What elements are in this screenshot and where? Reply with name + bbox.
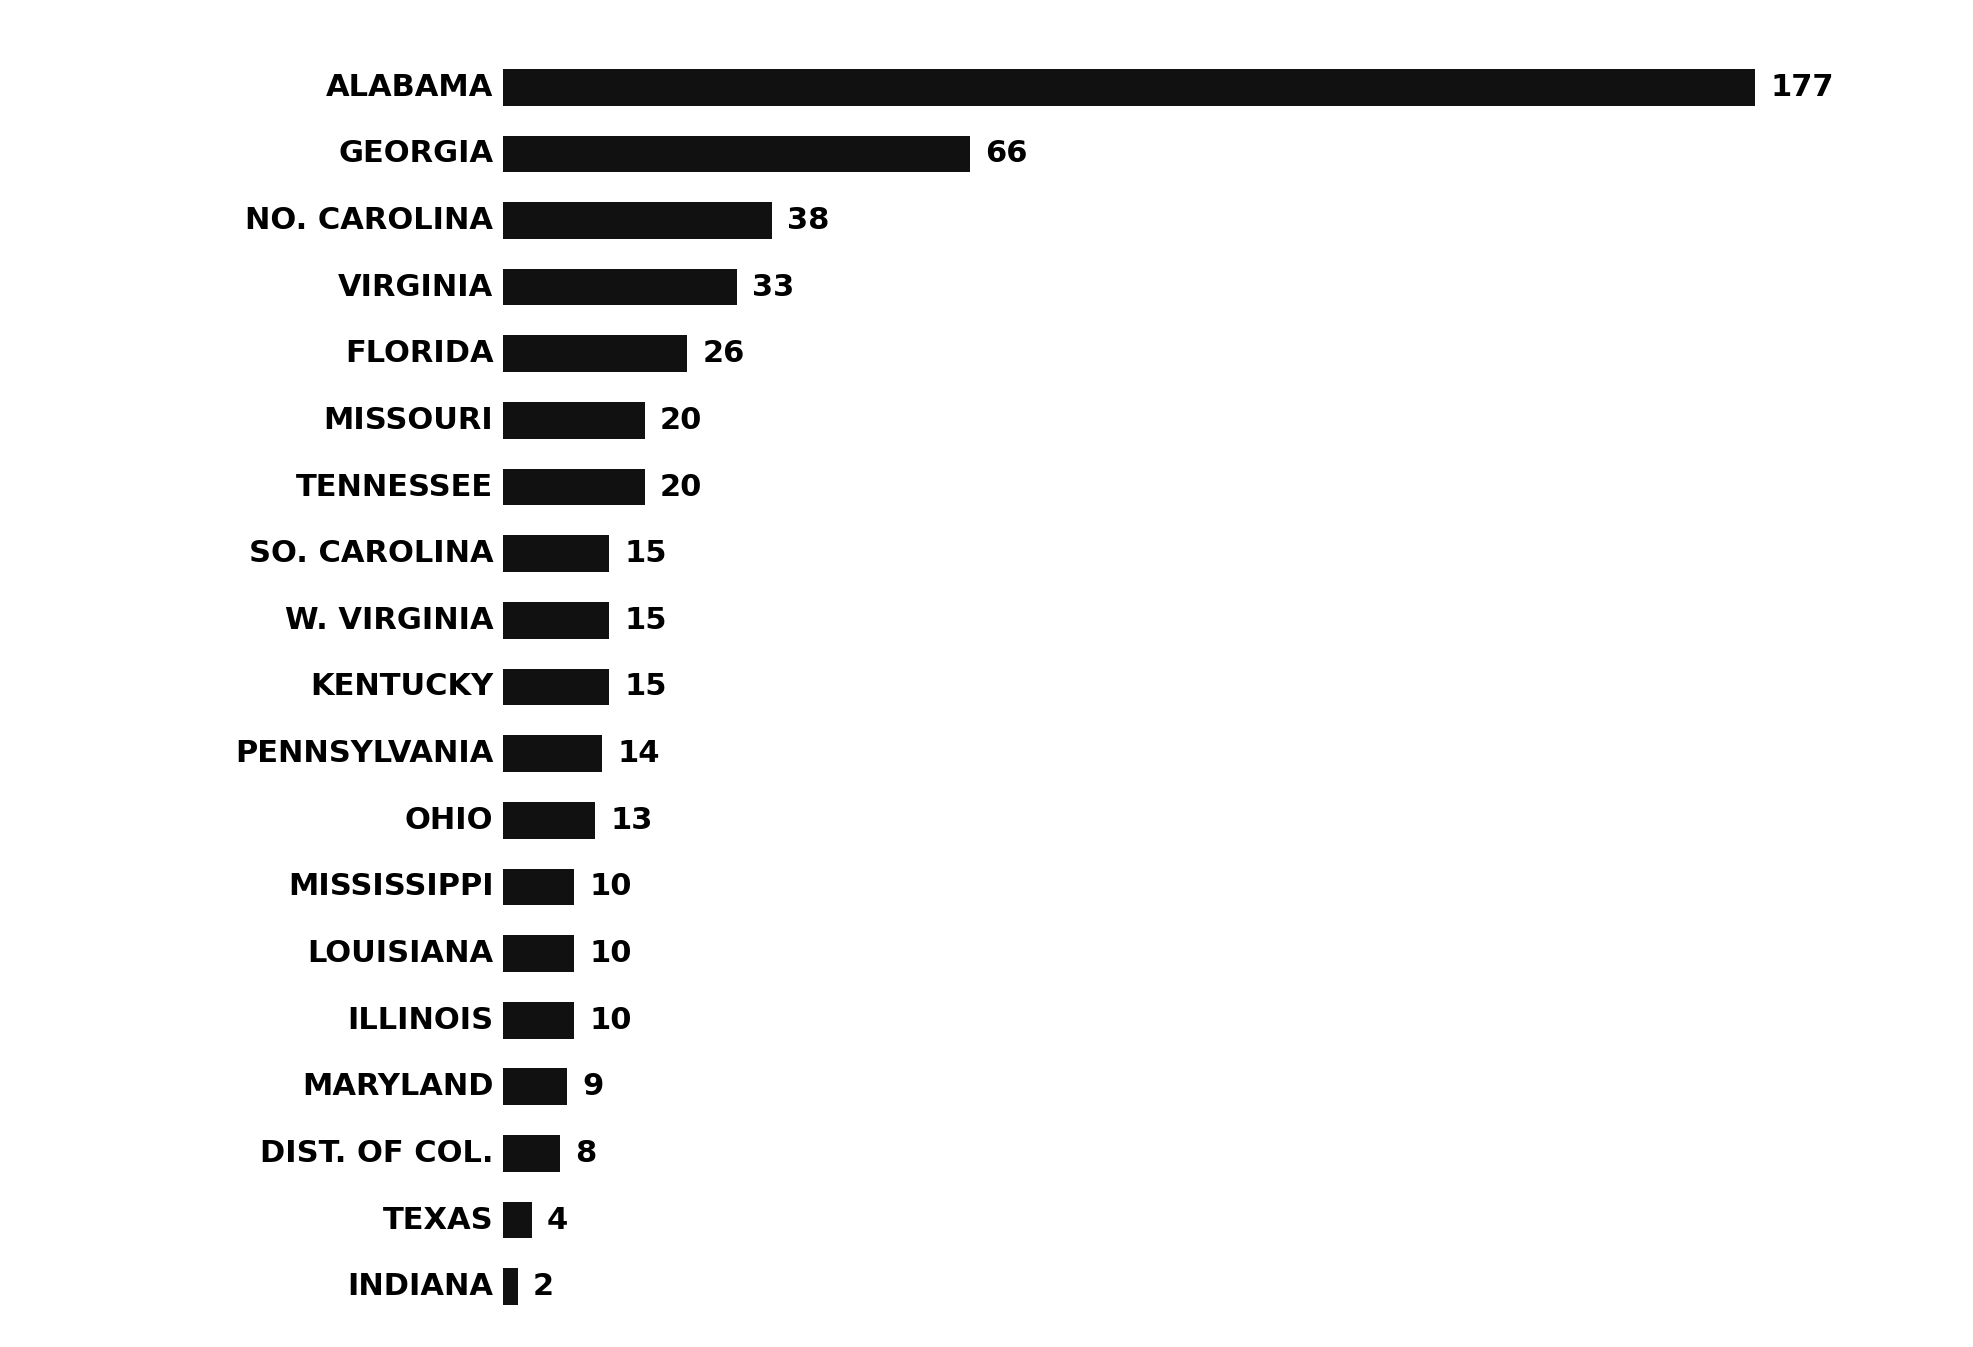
- Bar: [503, 469, 645, 505]
- Text: KENTUCKY: KENTUCKY: [310, 672, 493, 702]
- Text: VIRGINIA: VIRGINIA: [337, 272, 493, 302]
- Text: SO. CAROLINA: SO. CAROLINA: [249, 539, 493, 568]
- Text: PENNSYLVANIA: PENNSYLVANIA: [235, 740, 493, 768]
- Bar: [503, 602, 610, 638]
- Text: W. VIRGINIA: W. VIRGINIA: [284, 606, 493, 634]
- Text: 26: 26: [702, 339, 744, 368]
- Text: ILLINOIS: ILLINOIS: [347, 1006, 493, 1034]
- Bar: [503, 1269, 517, 1305]
- Text: 9: 9: [582, 1072, 604, 1102]
- Text: 14: 14: [618, 740, 659, 768]
- Bar: [503, 269, 736, 306]
- Bar: [503, 69, 1754, 105]
- Text: ALABAMA: ALABAMA: [326, 73, 493, 102]
- Text: 10: 10: [588, 1006, 631, 1034]
- Text: 15: 15: [623, 672, 667, 702]
- Text: TENNESSEE: TENNESSEE: [296, 473, 493, 501]
- Text: TEXAS: TEXAS: [383, 1206, 493, 1235]
- Bar: [503, 535, 610, 572]
- Bar: [503, 735, 602, 772]
- Text: MARYLAND: MARYLAND: [302, 1072, 493, 1102]
- Bar: [503, 801, 596, 839]
- Text: 20: 20: [659, 405, 702, 435]
- Text: INDIANA: INDIANA: [347, 1272, 493, 1301]
- Text: 15: 15: [623, 606, 667, 634]
- Bar: [503, 136, 971, 172]
- Bar: [503, 1068, 566, 1105]
- Text: 33: 33: [752, 272, 793, 302]
- Text: 10: 10: [588, 873, 631, 901]
- Bar: [503, 668, 610, 706]
- Text: 66: 66: [985, 139, 1028, 168]
- Bar: [503, 335, 687, 372]
- Bar: [503, 869, 574, 905]
- Text: 8: 8: [574, 1140, 596, 1168]
- Text: NO. CAROLINA: NO. CAROLINA: [245, 206, 493, 234]
- Text: 13: 13: [610, 806, 653, 835]
- Text: GEORGIA: GEORGIA: [337, 139, 493, 168]
- Text: 15: 15: [623, 539, 667, 568]
- Bar: [503, 1002, 574, 1039]
- Text: 4: 4: [547, 1206, 568, 1235]
- Bar: [503, 1202, 531, 1238]
- Text: MISSISSIPPI: MISSISSIPPI: [288, 873, 493, 901]
- Text: 20: 20: [659, 473, 702, 501]
- Text: 10: 10: [588, 939, 631, 968]
- Text: DIST. OF COL.: DIST. OF COL.: [260, 1140, 493, 1168]
- Text: 2: 2: [533, 1272, 552, 1301]
- Text: MISSOURI: MISSOURI: [324, 405, 493, 435]
- Bar: [503, 1136, 560, 1172]
- Bar: [503, 202, 771, 238]
- Text: 38: 38: [787, 206, 829, 234]
- Text: OHIO: OHIO: [404, 806, 493, 835]
- Bar: [503, 403, 645, 439]
- Text: 177: 177: [1770, 73, 1833, 102]
- Text: LOUISIANA: LOUISIANA: [308, 939, 493, 968]
- Text: FLORIDA: FLORIDA: [345, 339, 493, 368]
- Bar: [503, 935, 574, 973]
